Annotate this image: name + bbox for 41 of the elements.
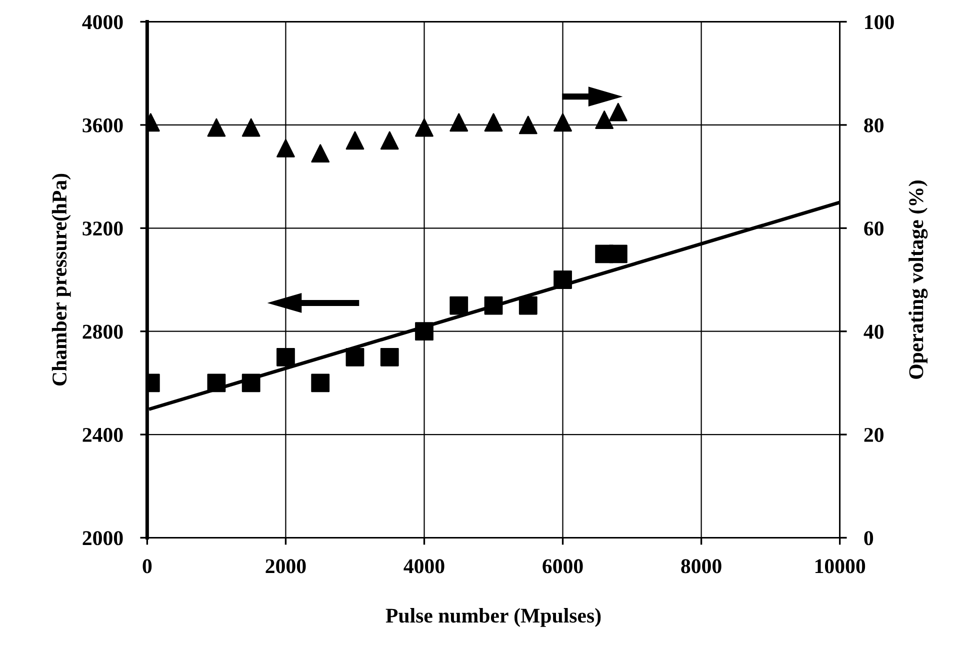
point bbox=[608, 102, 628, 122]
y-tick-label: 2000 bbox=[82, 531, 123, 546]
point bbox=[346, 131, 364, 150]
x-tick-label: 6000 bbox=[542, 559, 583, 574]
y2-tick-label: 80 bbox=[864, 118, 884, 132]
point bbox=[346, 348, 364, 366]
point bbox=[311, 144, 330, 163]
point bbox=[242, 118, 260, 137]
y-tick-label: 3200 bbox=[82, 222, 123, 236]
point bbox=[595, 110, 614, 129]
y-tick-label: 4000 bbox=[82, 15, 123, 30]
y-axis-title: Chamber pressure(hPa) bbox=[52, 174, 71, 386]
point bbox=[554, 113, 572, 132]
point bbox=[608, 244, 628, 264]
x-tick-label: 2000 bbox=[266, 559, 306, 574]
x-axis-title: Pulse number (Mpulses) bbox=[386, 608, 601, 627]
x-tick-label: 8000 bbox=[681, 559, 722, 574]
point bbox=[415, 118, 434, 137]
y2-tick-label: 20 bbox=[864, 428, 884, 442]
point bbox=[518, 296, 538, 315]
point bbox=[484, 113, 503, 132]
y2-axis-title: Operating voltage (%) bbox=[908, 180, 928, 379]
point bbox=[380, 131, 399, 150]
y-tick-label: 3600 bbox=[82, 118, 123, 132]
point bbox=[450, 113, 468, 132]
y2-tick-label: 0 bbox=[864, 531, 874, 546]
point bbox=[518, 116, 538, 134]
point bbox=[380, 348, 399, 366]
x-tick-label: 0 bbox=[142, 559, 152, 574]
y-tick-label: 2400 bbox=[82, 428, 123, 442]
y2-tick-label: 60 bbox=[864, 222, 884, 236]
x-tick-label: 4000 bbox=[404, 559, 444, 574]
point bbox=[276, 138, 295, 158]
point bbox=[311, 374, 330, 392]
point bbox=[207, 118, 226, 137]
x-tick-label: 10000 bbox=[815, 559, 866, 574]
y2-tick-label: 100 bbox=[865, 15, 894, 30]
point bbox=[276, 348, 295, 366]
y2-tick-label: 40 bbox=[864, 324, 884, 339]
y-tick-label: 2800 bbox=[82, 324, 123, 339]
point bbox=[450, 296, 468, 315]
